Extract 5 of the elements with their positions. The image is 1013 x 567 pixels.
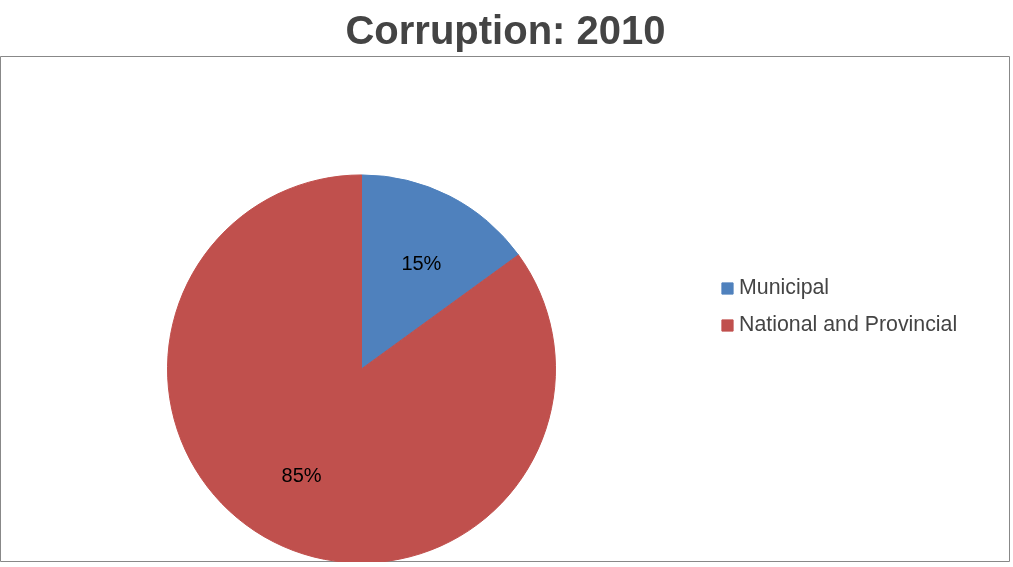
chart-title: Corruption: 2010	[345, 7, 666, 52]
legend-label: National and Provincial	[739, 312, 958, 337]
legend-label: Municipal	[739, 275, 830, 300]
data-label: 15%	[401, 252, 442, 275]
data-label: 85%	[281, 463, 322, 486]
